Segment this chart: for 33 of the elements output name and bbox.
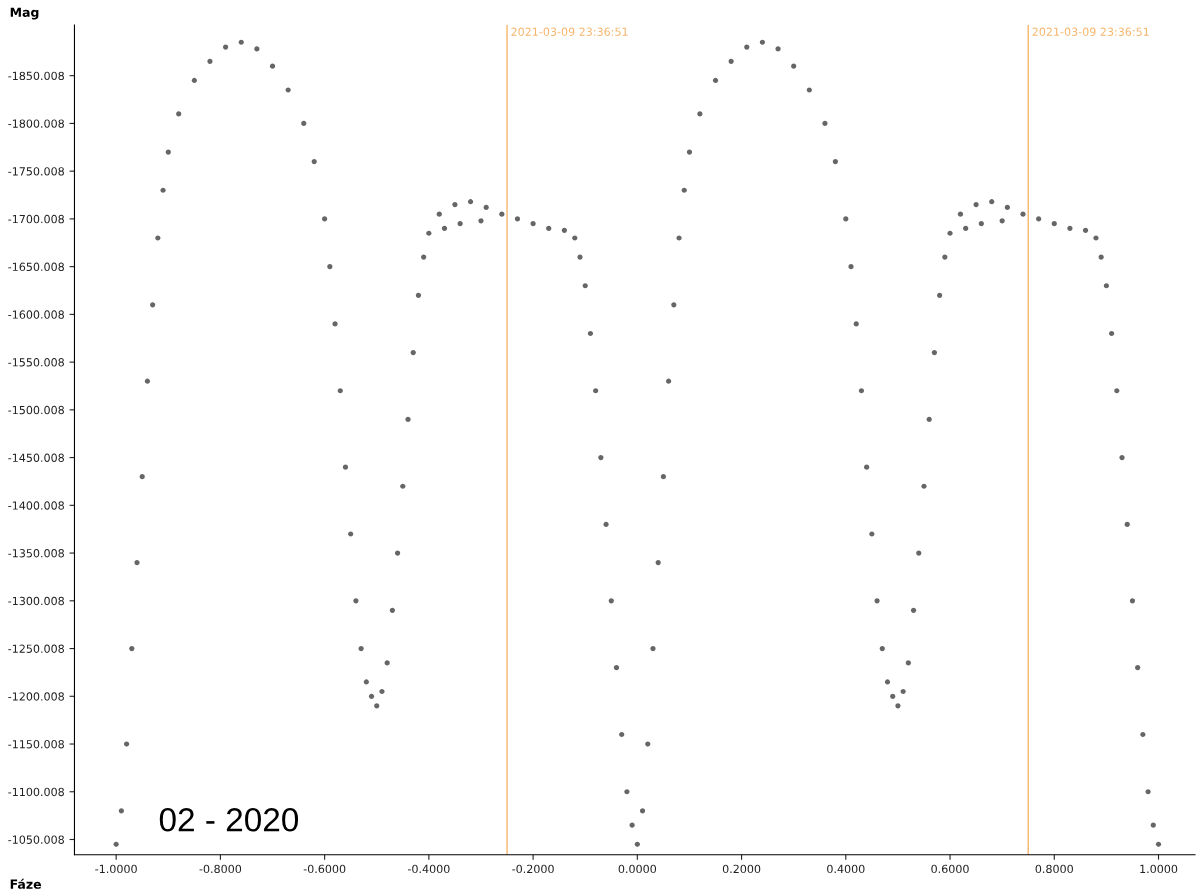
y-tick-label: -1100.008 [8, 787, 64, 797]
y-tick-label: -1250.008 [8, 644, 64, 653]
annotation: 02 - 2020 [159, 808, 299, 832]
y-axis-title: Mag [10, 7, 39, 20]
annotation: 2021-03-09 23:36:51 [511, 27, 628, 36]
x-tick-label: 0.0000 [618, 864, 657, 874]
x-tick-label: -0.4000 [407, 864, 450, 874]
x-tick-label: 0.6000 [931, 864, 969, 874]
y-tick-label: -1650.008 [8, 262, 64, 272]
y-tick-label: -1150.008 [8, 740, 64, 749]
y-tick-label: -1800.008 [8, 119, 64, 128]
x-tick-label: -0.6000 [303, 864, 346, 874]
y-tick-label: -1450.008 [8, 453, 64, 462]
y-tick-label: -1550.008 [8, 358, 64, 367]
x-tick-label: -0.8000 [199, 864, 242, 874]
x-tick-label: 0.4000 [827, 864, 865, 874]
x-tick-label: -1.0000 [95, 864, 137, 874]
annotation: 2021-03-09 23:36:51 [1032, 27, 1149, 36]
x-tick-label: 0.2000 [722, 864, 761, 874]
y-tick-label: -1700.008 [8, 214, 64, 224]
y-tick-label: -1600.008 [8, 310, 64, 319]
y-tick-label: -1050.008 [8, 835, 64, 844]
y-tick-label: -1400.008 [8, 501, 64, 510]
x-axis-title: Fáze [10, 878, 41, 889]
x-tick-label: 0.8000 [1035, 864, 1073, 874]
y-tick-label: -1500.008 [8, 405, 64, 415]
y-tick-label: -1200.008 [8, 692, 64, 701]
y-tick-label: -1850.008 [8, 71, 64, 81]
y-tick-label: -1300.008 [8, 596, 64, 606]
y-tick-label: -1750.008 [8, 167, 64, 176]
y-tick-label: -1350.008 [8, 549, 64, 558]
x-tick-label: 1.0000 [1140, 864, 1178, 874]
x-tick-label: -0.2000 [512, 864, 554, 874]
